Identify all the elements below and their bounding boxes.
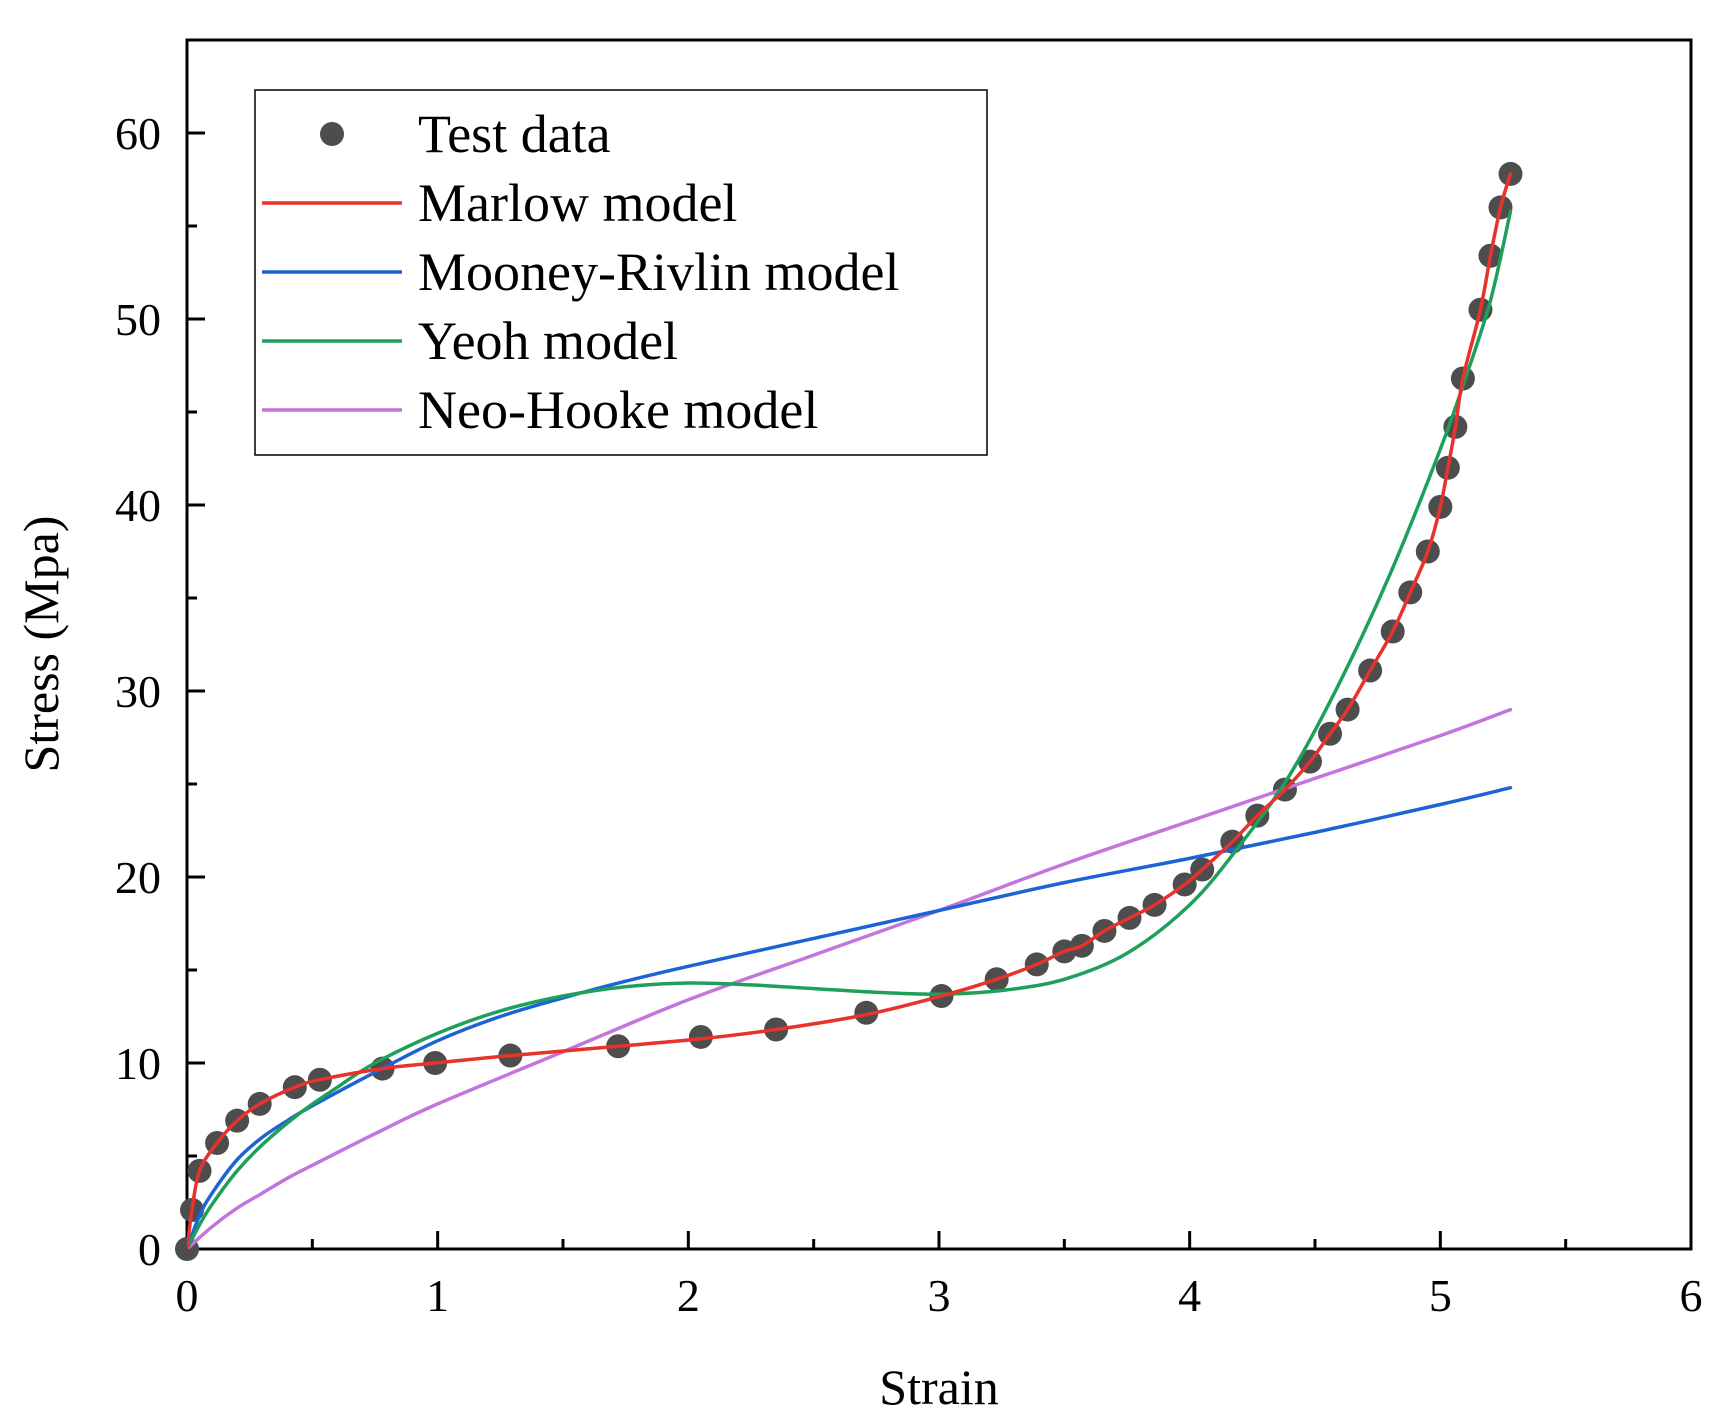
y-tick-label: 20 [115,852,161,903]
x-tick-label: 0 [176,1270,199,1321]
x-tick-label: 1 [426,1270,449,1321]
x-axis-title: Strain [879,1359,998,1413]
y-tick-label: 0 [138,1224,161,1275]
test-data-point [688,1024,713,1049]
legend-marker-test-data [320,122,344,146]
legend-label-test-data: Test data [418,104,611,164]
y-tick-label: 60 [115,108,161,159]
legend-label-yeoh-model: Yeoh model [418,311,678,371]
yeoh-model-curve [187,209,1513,1249]
x-tick-label: 2 [677,1270,700,1321]
y-tick-label: 50 [115,294,161,345]
mooney-rivlin-model-curve [187,785,1513,1249]
x-tick-label: 3 [928,1270,951,1321]
neo-hooke-model-curve [187,707,1513,1249]
legend: Test data Marlow model Mooney-Rivlin model… [254,89,988,456]
y-tick-label: 30 [115,666,161,717]
marlow-model-curve [187,172,1513,1249]
model-curves [187,172,1513,1249]
legend-label-neo-hooke-model: Neo-Hooke model [418,380,818,440]
y-axis-title: Stress (Mpa) [13,516,69,773]
x-tick-label: 4 [1178,1270,1201,1321]
test-data-point [854,1000,879,1025]
y-tick-label: 10 [115,1038,161,1089]
x-tick-label: 5 [1429,1270,1452,1321]
x-tick-label: 6 [1680,1270,1703,1321]
y-tick-label: 40 [115,480,161,531]
axis-ticks [185,131,1693,1251]
legend-label-marlow-model: Marlow model [418,173,737,233]
legend-label-mooney-rivlin-model: Mooney-Rivlin model [418,242,899,302]
